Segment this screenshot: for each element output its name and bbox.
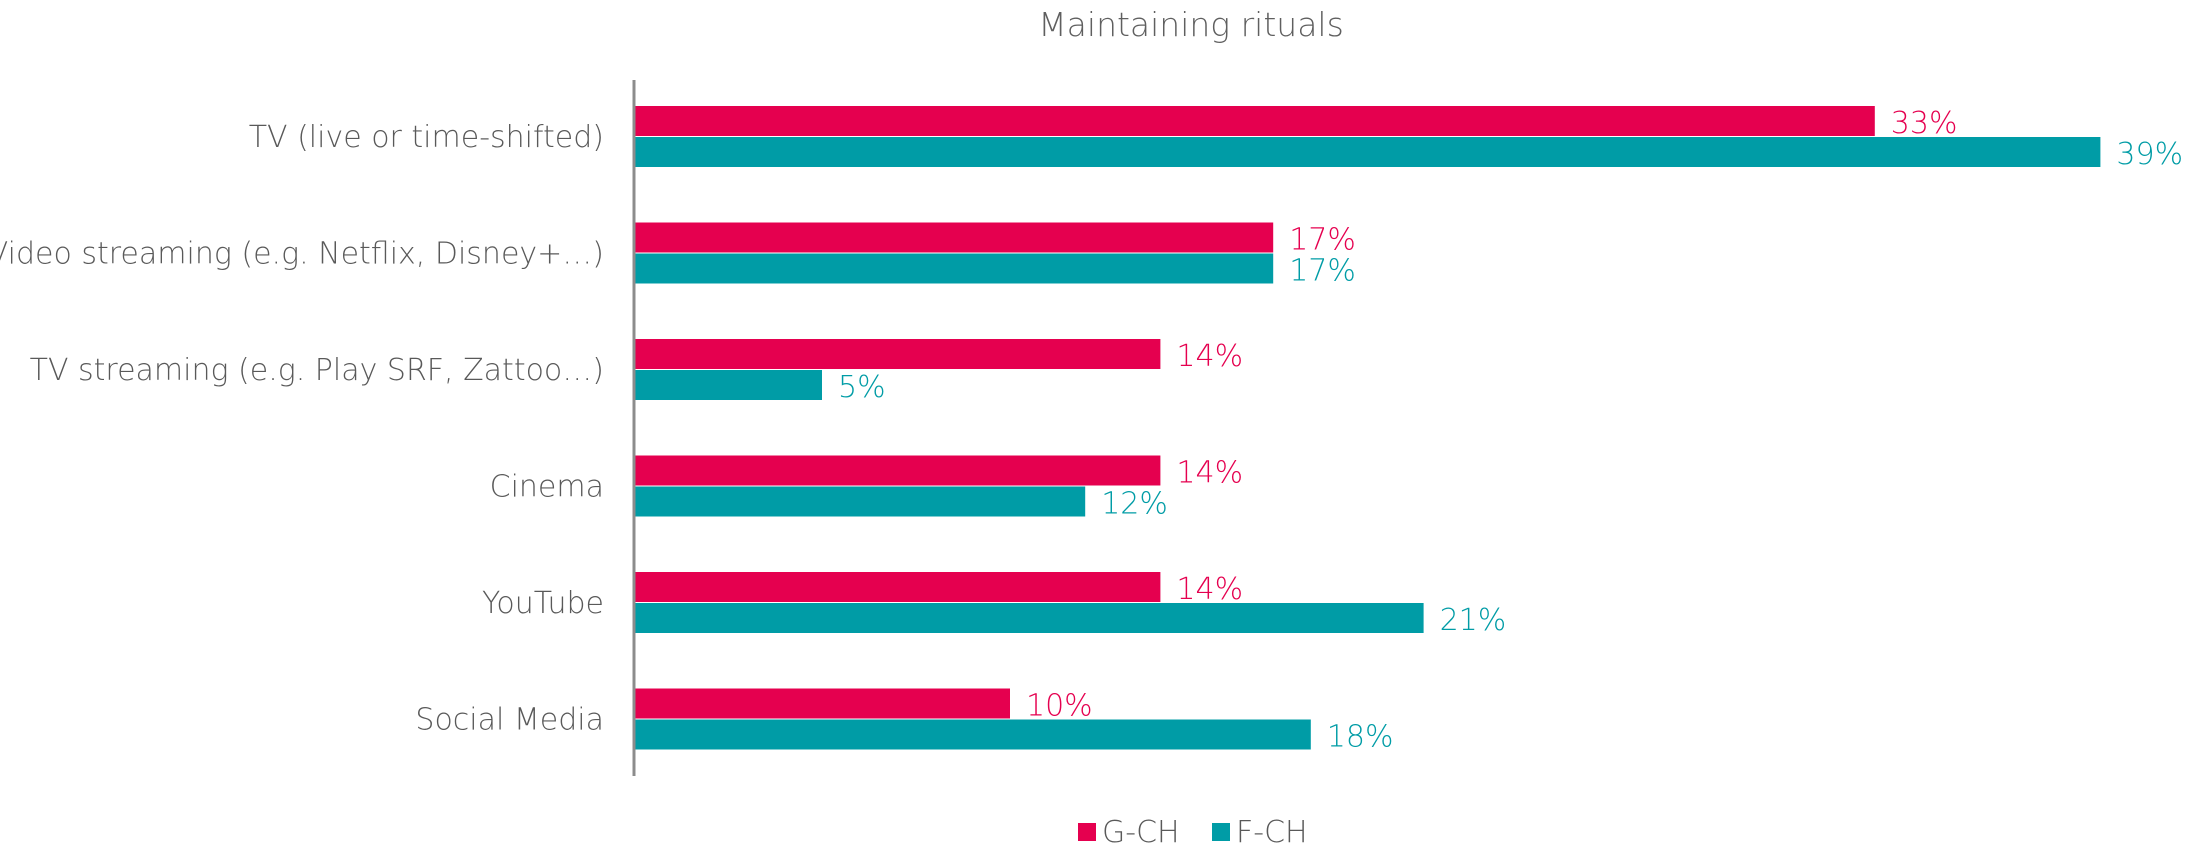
legend-label: F-CH — [1236, 815, 1308, 845]
data-label: 18% — [1327, 720, 1394, 755]
bar-g-ch — [634, 688, 1010, 719]
legend: G-CH F-CH — [1078, 815, 1308, 849]
chart-title: Maintaining rituals — [1038, 5, 1344, 44]
category-label: YouTube — [482, 586, 604, 621]
data-label: 33% — [1891, 106, 1958, 141]
bar-f-ch — [634, 137, 2101, 167]
category-labels: TV (live or time-shifted) Video streaming… — [0, 120, 604, 738]
data-label: 39% — [2116, 137, 2183, 172]
bar-f-ch — [634, 603, 1424, 633]
legend-label: G-CH — [1102, 815, 1180, 845]
data-label: 14% — [1176, 339, 1243, 374]
data-label: 17% — [1289, 254, 1356, 289]
data-label: 12% — [1101, 487, 1168, 522]
category-label: Social Media — [415, 703, 604, 738]
category-label: TV (live or time-shifted) — [249, 120, 604, 155]
data-label: 17% — [1289, 223, 1356, 258]
bar-g-ch — [634, 455, 1161, 486]
legend-swatch-g-ch — [1078, 823, 1096, 841]
bar-g-ch — [634, 572, 1161, 602]
bar-g-ch — [634, 339, 1161, 369]
category-label: Video streaming (e.g. Netflix, Disney+…) — [0, 237, 604, 272]
bar-f-ch — [634, 370, 822, 400]
data-label: 14% — [1176, 456, 1243, 491]
bar-f-ch — [634, 486, 1086, 517]
data-label: 5% — [838, 370, 886, 405]
legend-swatch-f-ch — [1212, 823, 1230, 841]
data-label: 10% — [1026, 689, 1093, 724]
category-label: TV streaming (e.g. Play SRF, Zattoo…) — [30, 353, 604, 388]
bar-g-ch — [634, 106, 1875, 136]
data-label: 14% — [1176, 572, 1243, 607]
category-label: Cinema — [490, 470, 604, 505]
bar-g-ch — [634, 222, 1274, 253]
value-labels: 33%39%17%17%14%5%14%12%14%21%10%18% — [838, 106, 2183, 755]
bar-f-ch — [634, 719, 1311, 750]
data-label: 21% — [1440, 603, 1507, 638]
bars-group — [634, 106, 2101, 750]
bar-f-ch — [634, 253, 1274, 284]
